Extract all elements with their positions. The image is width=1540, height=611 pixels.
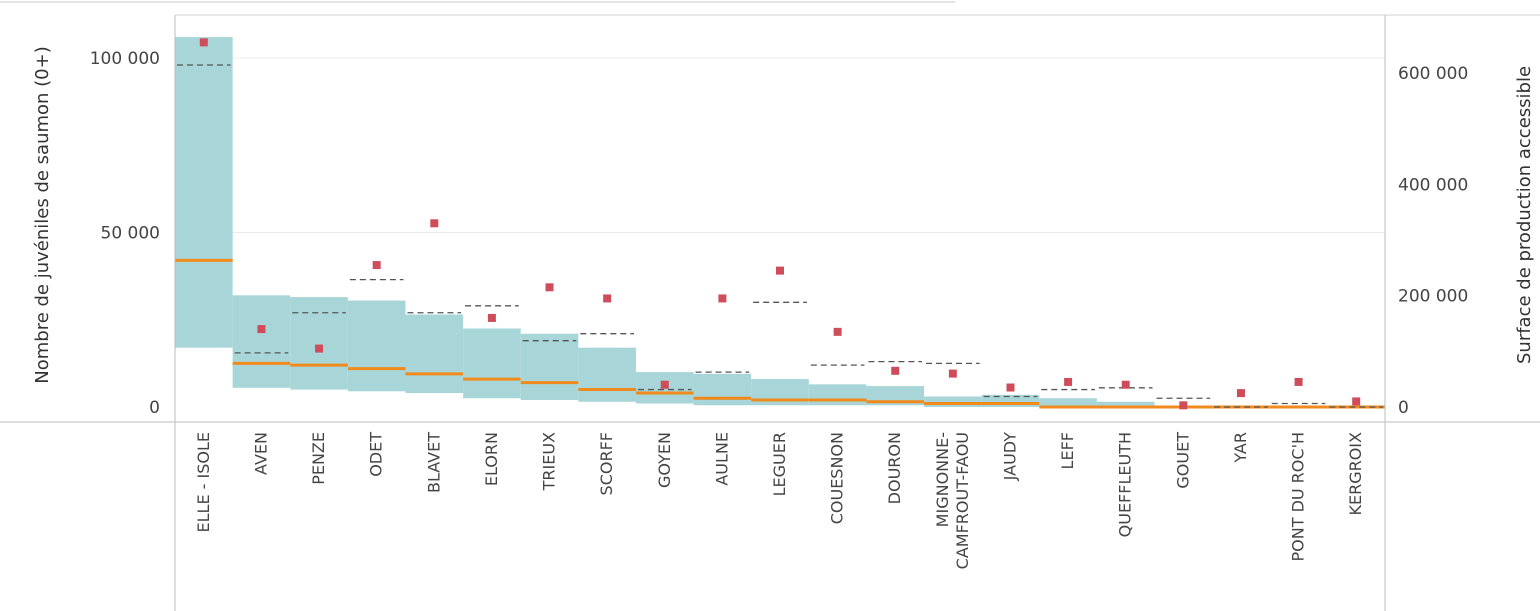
category-label: SCORFF: [597, 432, 616, 495]
category-label: JAUDY: [1000, 432, 1019, 482]
y2-axis-title: Surface de production accessible: [1514, 66, 1535, 364]
category-label: DOURON: [885, 432, 904, 504]
surface-marker: [430, 219, 439, 228]
dashed-line-layer: [177, 64, 1383, 408]
label-layer: 0 50 000 100 000 0 200 000 400 000 600 000 ELLE…: [90, 49, 1469, 569]
range-band: [290, 297, 348, 390]
category-label: GOYEN: [655, 432, 674, 488]
median-line-layer: [175, 258, 1385, 409]
category-label: ODET: [367, 432, 386, 477]
y2-tick-label: 600 000: [1398, 64, 1468, 84]
y2-tick-label: 0: [1398, 398, 1409, 418]
range-band: [1096, 401, 1155, 407]
surface-marker: [948, 369, 957, 378]
surface-marker: [257, 325, 266, 334]
range-band: [981, 394, 1040, 407]
category-label: QUEFFLEUTH: [1116, 432, 1135, 537]
surface-marker: [1179, 401, 1188, 410]
category-label: LEGUER: [770, 432, 789, 496]
range-band: [924, 396, 982, 407]
marker-layer: [199, 38, 1361, 410]
surface-marker: [603, 294, 612, 303]
range-band: [347, 300, 406, 392]
y-axis-title: Nombre de juvéniles de saumon (0+): [32, 46, 53, 383]
surface-marker: [545, 283, 554, 292]
surface-marker: [833, 327, 842, 336]
surface-marker: [1064, 377, 1073, 386]
surface-marker: [1294, 377, 1303, 386]
surface-marker: [718, 294, 727, 303]
surface-marker: [1352, 397, 1361, 406]
surface-marker: [776, 266, 784, 275]
surface-marker: [372, 261, 381, 270]
surface-marker: [487, 313, 496, 322]
category-label: BLAVET: [424, 432, 443, 493]
range-band: [693, 373, 752, 406]
category-label: KERGROIX: [1346, 432, 1365, 516]
category-label: PONT DU ROC'H: [1289, 432, 1308, 562]
y-tick-label: 0: [149, 398, 160, 418]
surface-marker: [199, 38, 208, 47]
surface-marker: [891, 366, 900, 375]
range-band: [1039, 398, 1097, 407]
category-label: AVEN: [251, 432, 270, 475]
range-band: [520, 333, 579, 401]
surface-marker: [660, 380, 669, 389]
category-label: MIGNONNE-CAMFROUT-FAOU: [933, 432, 972, 569]
range-band: [405, 314, 464, 394]
category-label: ELLE - ISOLE: [194, 432, 213, 532]
surface-marker: [315, 344, 324, 353]
range-band: [175, 37, 233, 348]
category-label: PENZE: [309, 432, 328, 485]
category-label: GOUET: [1173, 432, 1192, 489]
surface-marker: [1236, 389, 1245, 398]
category-label: AULNE: [712, 432, 731, 486]
range-band: [232, 295, 291, 388]
category-label: YAR: [1231, 432, 1250, 464]
surface-marker: [1006, 383, 1015, 392]
category-label: COUESNON: [828, 432, 847, 524]
surface-marker: [1121, 380, 1130, 389]
range-band: [578, 347, 636, 402]
category-label: TRIEUX: [540, 432, 559, 491]
category-label: LEFF: [1058, 432, 1077, 469]
grid-layer: [175, 57, 1385, 233]
y2-tick-label: 200 000: [1398, 287, 1468, 307]
range-band: [808, 384, 867, 406]
y-tick-label: 100 000: [90, 49, 160, 69]
y-tick-label: 50 000: [101, 224, 160, 244]
range-band: [463, 328, 521, 399]
y2-tick-label: 400 000: [1398, 175, 1468, 195]
category-label: ELORN: [482, 432, 501, 486]
